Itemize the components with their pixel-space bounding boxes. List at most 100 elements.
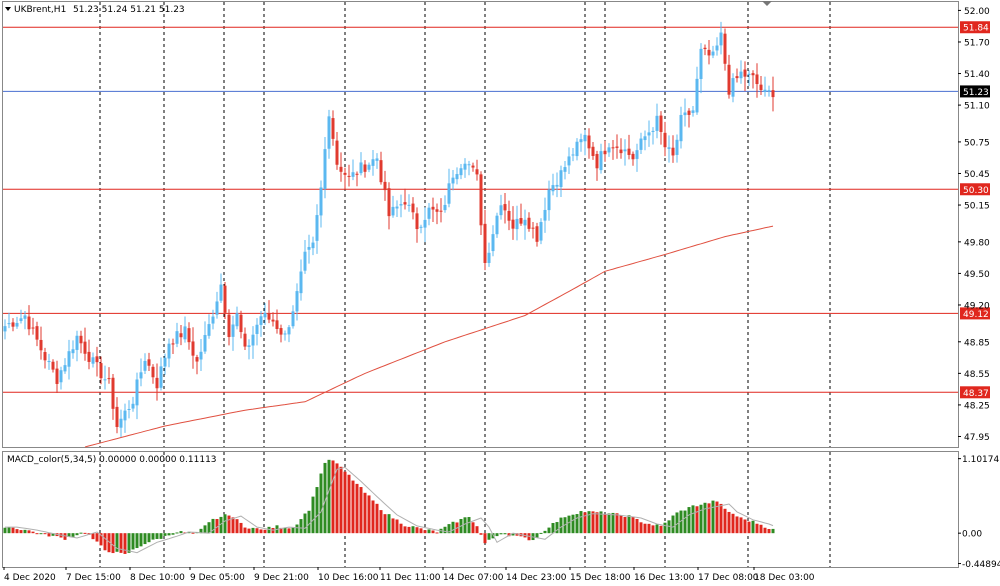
- macd-bar: [755, 523, 759, 534]
- price-tick-label: 48.25: [964, 401, 990, 411]
- price-tick-label: 51.10: [964, 102, 990, 112]
- macd-bar: [463, 517, 467, 534]
- time-tick-label: 18 Dec 03:00: [754, 573, 815, 583]
- candle-body: [399, 204, 403, 206]
- macd-bar: [171, 533, 175, 535]
- macd-bar: [251, 527, 255, 534]
- macd-bar: [43, 533, 47, 535]
- candle-body: [751, 73, 755, 76]
- candle-body: [555, 184, 559, 187]
- candle-body: [619, 149, 623, 154]
- macd-bar: [547, 527, 551, 534]
- macd-bar: [515, 533, 519, 536]
- macd-bar: [355, 483, 359, 534]
- candle-body: [699, 48, 703, 79]
- macd-bar: [583, 512, 587, 534]
- macd-bar: [119, 533, 123, 553]
- candle-body: [351, 172, 355, 177]
- macd-bar: [375, 503, 379, 534]
- candle-body: [495, 215, 499, 235]
- candle-body: [307, 246, 311, 250]
- candle-body: [547, 189, 551, 211]
- candle-body: [191, 341, 195, 356]
- candle-body: [267, 313, 271, 320]
- candle-body: [339, 166, 343, 172]
- candle-body: [543, 209, 547, 221]
- price-tick-label: 51.70: [964, 38, 990, 48]
- candle-body: [659, 115, 663, 132]
- candle-body: [683, 112, 687, 116]
- macd-bar: [619, 515, 623, 534]
- macd-bar: [571, 514, 575, 534]
- macd-bar: [67, 533, 71, 537]
- candle-body: [235, 313, 239, 327]
- macd-bar: [383, 514, 387, 534]
- candle-body: [687, 110, 691, 115]
- macd-bar: [371, 500, 375, 534]
- macd-bar: [723, 508, 727, 534]
- macd-bar: [71, 533, 75, 537]
- macd-bar: [303, 513, 307, 534]
- candle-body: [719, 32, 723, 46]
- candle-body: [187, 328, 191, 343]
- candle-body: [383, 181, 387, 191]
- macd-bar: [167, 533, 171, 536]
- macd-bar: [623, 517, 627, 534]
- macd-bar: [451, 521, 455, 534]
- candle-body: [455, 174, 459, 180]
- macd-bar: [731, 513, 735, 534]
- macd-bar: [427, 529, 431, 534]
- macd-bar: [127, 533, 131, 553]
- macd-bar: [207, 522, 211, 534]
- candle-body: [763, 89, 767, 92]
- candle-body: [727, 64, 731, 95]
- shift-marker-icon[interactable]: [762, 1, 772, 6]
- candle-body: [207, 324, 211, 336]
- macd-bar: [283, 527, 287, 534]
- candle-body: [627, 148, 631, 155]
- macd-bar: [635, 518, 639, 534]
- macd-bar: [631, 516, 635, 534]
- macd-bar: [239, 522, 243, 534]
- macd-bar: [223, 514, 227, 534]
- candle-body: [387, 188, 391, 217]
- candle-body: [423, 219, 427, 228]
- candle-body: [479, 174, 483, 226]
- macd-bar: [607, 513, 611, 534]
- candle-body: [247, 345, 251, 347]
- macd-bar: [403, 526, 407, 534]
- candle-body: [435, 209, 439, 212]
- dropdown-triangle-icon[interactable]: [5, 7, 11, 11]
- candle-body: [563, 167, 567, 172]
- candle-body: [711, 51, 715, 56]
- candle-body: [667, 147, 671, 149]
- candle-body: [159, 366, 163, 388]
- candle-body: [139, 372, 143, 379]
- candle-body: [183, 326, 187, 340]
- candle-body: [203, 335, 207, 352]
- candle-body: [263, 312, 267, 318]
- candle-body: [59, 370, 63, 383]
- candle-body: [483, 223, 487, 263]
- candle-body: [299, 271, 303, 294]
- macd-bar: [95, 533, 99, 542]
- level-tag: [960, 183, 990, 196]
- candle-body: [115, 406, 119, 427]
- candle-body: [311, 242, 315, 249]
- macd-bar: [227, 515, 231, 534]
- candle-body: [583, 134, 587, 142]
- price-tick-label: 50.15: [964, 202, 990, 212]
- candle-body: [303, 251, 307, 271]
- candle-body: [331, 118, 335, 139]
- time-tick-label: 15 Dec 18:00: [570, 573, 631, 583]
- candle-body: [11, 322, 15, 327]
- macd-bar: [539, 532, 543, 534]
- macd-bar: [675, 512, 679, 534]
- price-tick-label: 47.95: [964, 433, 990, 443]
- candle-body: [223, 285, 227, 313]
- macd-bar: [595, 512, 599, 534]
- macd-bar: [175, 532, 179, 534]
- macd-bar: [479, 533, 483, 535]
- candle-body: [259, 316, 263, 325]
